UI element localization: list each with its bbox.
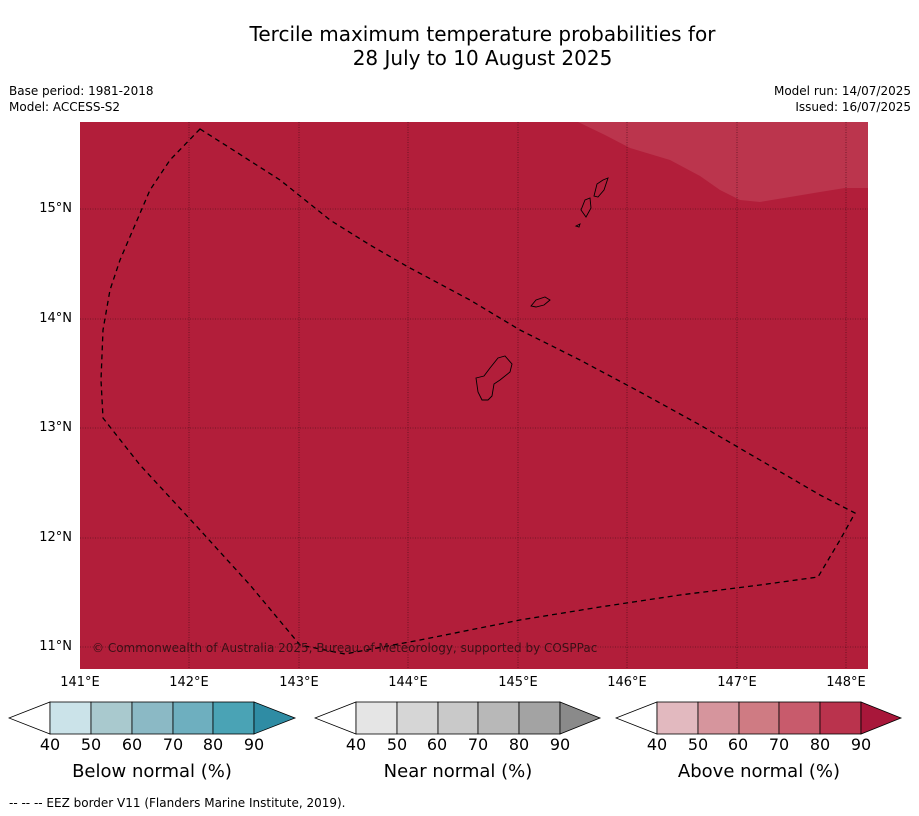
lon-label-148: 148°E	[826, 675, 866, 690]
lon-label-144: 144°E	[388, 675, 428, 690]
issued-date: Issued: 16/07/2025	[795, 100, 911, 114]
lon-label-146: 146°E	[607, 675, 647, 690]
near-bin-60-70	[437, 701, 479, 735]
base-period: Base period: 1981-2018	[9, 84, 154, 98]
near-tick-80: 80	[508, 735, 530, 754]
title-line-1: Tercile maximum temperature probabilitie…	[249, 22, 716, 46]
eez-border	[100, 128, 856, 655]
below-tick-60: 60	[121, 735, 143, 754]
above-tick-50: 50	[687, 735, 709, 754]
below-extend-high	[253, 701, 297, 735]
above-bin-80-90	[819, 701, 862, 735]
lon-label-145: 145°E	[498, 675, 538, 690]
below-extend-low	[8, 701, 51, 735]
graticule	[80, 122, 868, 669]
lon-label-141: 141°E	[60, 675, 100, 690]
above-extend-high	[860, 701, 903, 735]
eez-legend-footer: -- -- -- EEZ border V11 (Flanders Marine…	[9, 796, 346, 810]
near-bin-40-50	[355, 701, 398, 735]
near-tick-60: 60	[426, 735, 448, 754]
lat-label-11: 11°N	[39, 639, 72, 654]
colorbar-near	[314, 701, 602, 735]
model-run: Model run: 14/07/2025	[773, 84, 911, 98]
near-bin-80-90	[518, 701, 561, 735]
near-tick-70: 70	[467, 735, 489, 754]
below-tick-80: 80	[202, 735, 224, 754]
below-bin-80-90	[212, 701, 255, 735]
island-tinian	[580, 197, 592, 218]
map-background	[80, 122, 868, 669]
meta-right: Model run: 14/07/2025 Issued: 16/07/2025	[774, 83, 911, 115]
colorbar-below	[8, 701, 297, 735]
below-tick-50: 50	[80, 735, 102, 754]
near-tick-90: 90	[549, 735, 571, 754]
chart-title: Tercile maximum temperature probabilitie…	[0, 22, 919, 70]
above-tick-40: 40	[646, 735, 668, 754]
below-bin-40-50	[49, 701, 92, 735]
model-name: Model: ACCESS-S2	[9, 100, 121, 114]
island-aguijan	[574, 223, 581, 228]
near-extend-high	[559, 701, 602, 735]
below-tick-70: 70	[162, 735, 184, 754]
lat-label-14: 14°N	[39, 311, 72, 326]
below-bin-60-70	[131, 701, 174, 735]
meta-left: Base period: 1981-2018 Model: ACCESS-S2	[9, 83, 154, 115]
lat-label-15: 15°N	[39, 201, 72, 216]
below-tick-90: 90	[243, 735, 265, 754]
above-title: Above normal (%)	[677, 761, 841, 782]
above-tick-70: 70	[768, 735, 790, 754]
below-tick-40: 40	[39, 735, 61, 754]
lon-label-143: 143°E	[279, 675, 319, 690]
above-extend-low	[615, 701, 658, 735]
lat-label-12: 12°N	[39, 530, 72, 545]
lon-label-147: 147°E	[717, 675, 757, 690]
island-guam	[475, 355, 513, 401]
colorbar-above	[615, 701, 903, 735]
island-rota	[530, 296, 551, 308]
title-line-2: 28 July to 10 August 2025	[352, 46, 613, 70]
near-tick-40: 40	[345, 735, 367, 754]
lat-label-13: 13°N	[39, 420, 72, 435]
below-title: Below normal (%)	[72, 761, 232, 782]
below-bin-70-80	[172, 701, 214, 735]
above-tick-80: 80	[809, 735, 831, 754]
above-bin-50-60	[697, 701, 740, 735]
lighter-probability-region	[578, 122, 868, 202]
above-bin-60-70	[738, 701, 780, 735]
copyright-notice: © Commonwealth of Australia 2025, Bureau…	[92, 641, 598, 655]
lon-label-142: 142°E	[169, 675, 209, 690]
above-tick-90: 90	[850, 735, 872, 754]
near-title: Near normal (%)	[383, 761, 533, 782]
near-tick-50: 50	[386, 735, 408, 754]
above-bin-70-80	[778, 701, 821, 735]
above-tick-60: 60	[727, 735, 749, 754]
near-extend-low	[314, 701, 357, 735]
near-bin-70-80	[477, 701, 520, 735]
below-bin-50-60	[90, 701, 133, 735]
near-bin-50-60	[396, 701, 439, 735]
island-saipan	[593, 177, 609, 198]
above-bin-40-50	[656, 701, 699, 735]
